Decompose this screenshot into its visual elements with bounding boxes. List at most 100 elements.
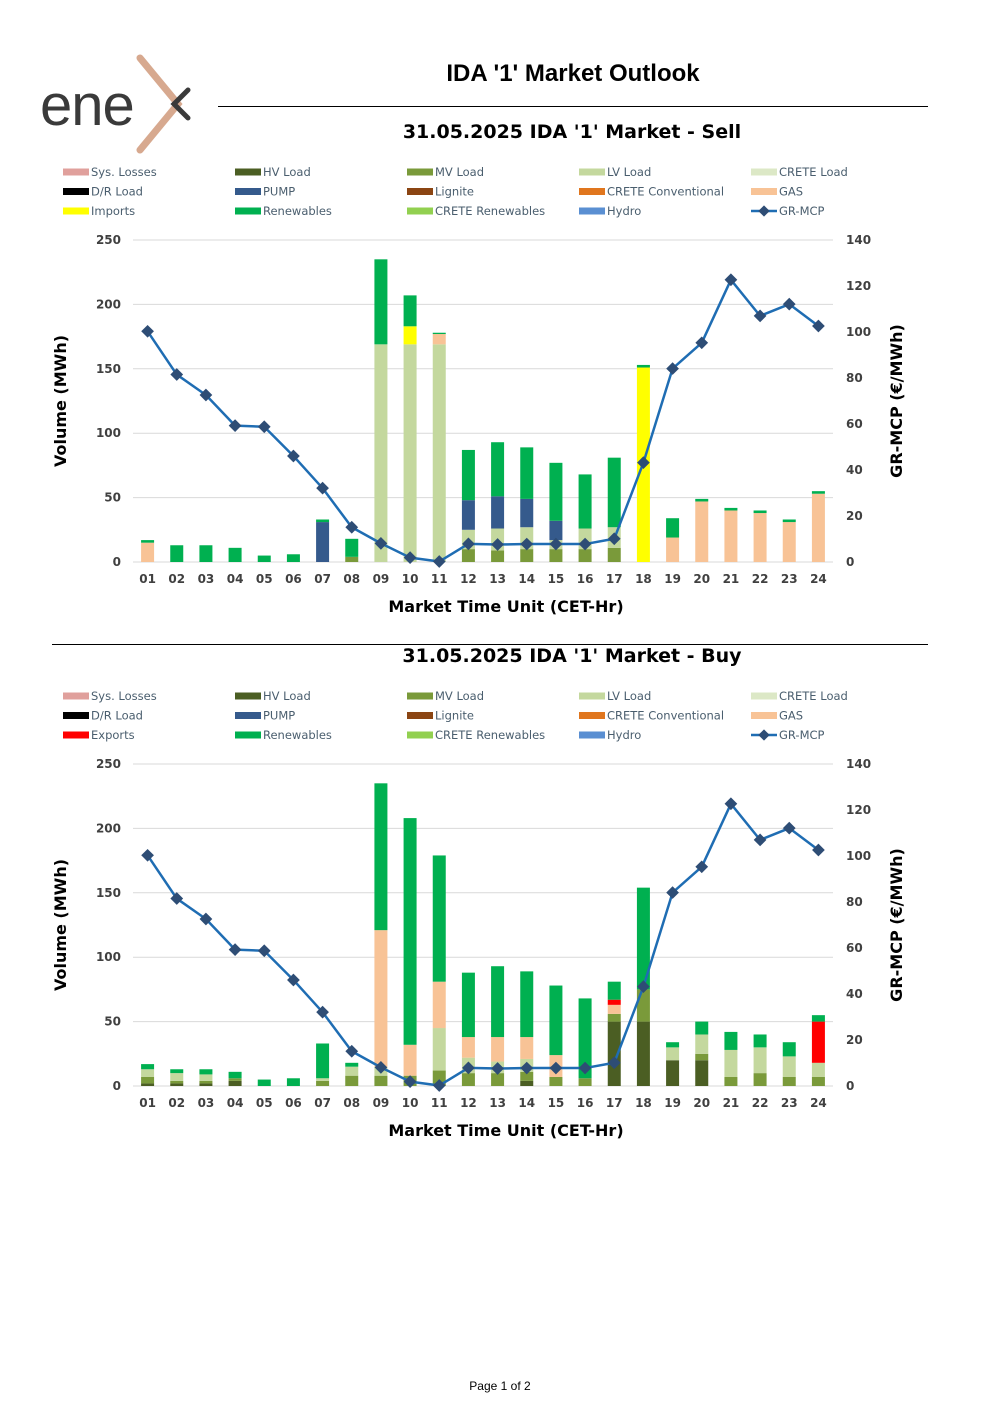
legend-item-sys-losses: Sys. Losses [63,165,157,179]
bar-renewables [666,1042,680,1048]
sell-chart: 31.05.2025 IDA '1' Market - Sell Sys. Los… [51,121,906,616]
bar-renewables [228,547,242,562]
legend-swatch [579,692,605,700]
bar-gas [461,1037,475,1058]
y2-tick-label: 20 [846,509,863,523]
y2-tick-label: 40 [846,463,863,477]
bar-renewables [141,1064,155,1070]
bar-renewables [724,1031,738,1050]
legend-swatch [235,207,261,215]
y2-tick-label: 0 [846,555,854,569]
bar-mv-load [607,547,621,562]
page-title: IDA '1' Market Outlook [446,60,700,87]
gr-mcp-point [432,555,446,568]
y2-axis-label: GR-MCP (€/MWh) [887,848,906,1002]
y-tick-label: 150 [96,362,121,376]
x-tick-label: 22 [752,572,769,586]
gr-mcp-point [345,520,359,534]
gr-mcp-point [491,538,504,551]
bar-hv-load [607,1021,621,1086]
bar-gas [374,930,388,1067]
legend-label: MV Load [435,689,484,703]
bar-renewables [286,1078,300,1086]
y2-tick-label: 20 [846,1033,863,1047]
bar-mv-load [461,549,475,562]
bar-mv-load [607,1013,621,1022]
bar-lv-load [141,1069,155,1077]
x-tick-label: 07 [314,1096,331,1110]
y-tick-label: 100 [96,950,121,964]
bar-lv-load [811,1062,825,1077]
legend-item-lignite: Lignite [407,709,474,723]
gr-mcp-point [287,449,300,463]
legend-swatch [407,712,433,719]
bar-renewables [286,554,300,562]
x-tick-label: 01 [139,572,156,586]
legend-label: GAS [779,709,803,723]
bar-lv-load [724,1049,738,1077]
bar-renewables [549,985,563,1056]
legend-swatch [751,712,777,719]
bar-renewables [461,972,475,1038]
legend-swatch [407,168,433,176]
bar-renewables [374,783,388,931]
bar-gas [782,522,796,562]
bar-renewables [345,538,359,557]
y-tick-label: 100 [96,426,121,440]
bar-hv-load [666,1060,680,1086]
bar-hv-load [520,1080,534,1086]
x-tick-label: 23 [781,572,798,586]
legend-item-crete-conventional: CRETE Conventional [579,709,724,723]
bar-renewables [578,998,592,1079]
legend-item-lv-load: LV Load [579,165,651,179]
legend-label: CRETE Renewables [435,204,545,218]
y-tick-label: 200 [96,297,121,311]
x-tick-label: 05 [256,1096,273,1110]
x-tick-label: 02 [168,572,185,586]
x-tick-label: 18 [635,1096,652,1110]
x-tick-label: 10 [402,572,419,586]
x-tick-label: 06 [285,1096,302,1110]
bar-lv-load [199,1074,213,1081]
bar-gas [753,513,767,562]
bar-renewables [141,540,155,543]
x-tick-label: 11 [431,572,448,586]
legend-swatch [63,692,89,700]
bar-hv-load [228,1080,242,1086]
legend-swatch [63,207,89,215]
legend-item-d-r-load: D/R Load [63,709,143,723]
bar-renewables [432,855,446,982]
legend-item-crete-load: CRETE Load [751,689,848,703]
gr-mcp-point [462,537,475,551]
y2-tick-label: 40 [846,987,863,1001]
gr-mcp-point [316,481,329,495]
enex-logo: ene [40,52,210,162]
y2-tick-label: 140 [846,757,871,771]
bar-lv-load [345,1066,359,1076]
x-tick-label: 09 [373,572,390,586]
legend-label: Lignite [435,185,474,199]
bar-renewables [520,971,534,1038]
legend-item-exports: Exports [63,728,135,742]
bar-gas [666,537,680,562]
bar-pump [316,522,330,562]
x-tick-label: 14 [518,572,535,586]
bar-mv-load [578,549,592,562]
bar-renewables [753,510,767,514]
legend-label: MV Load [435,165,484,179]
legend-swatch [63,731,89,739]
legend-label: CRETE Renewables [435,728,545,742]
x-tick-label: 13 [489,572,506,586]
bar-mv-load [724,1076,738,1086]
legend-marker [758,205,770,217]
bar-renewables [432,332,446,335]
x-tick-label: 11 [431,1096,448,1110]
logo-wordmark: ene [40,73,135,138]
legend-label: CRETE Conventional [607,709,724,723]
x-tick-label: 19 [664,572,681,586]
bar-renewables [549,462,563,521]
legend-item-gas: GAS [751,185,803,199]
bar-renewables [374,259,388,345]
gr-mcp-line [146,802,820,1087]
legend-marker [758,729,770,741]
